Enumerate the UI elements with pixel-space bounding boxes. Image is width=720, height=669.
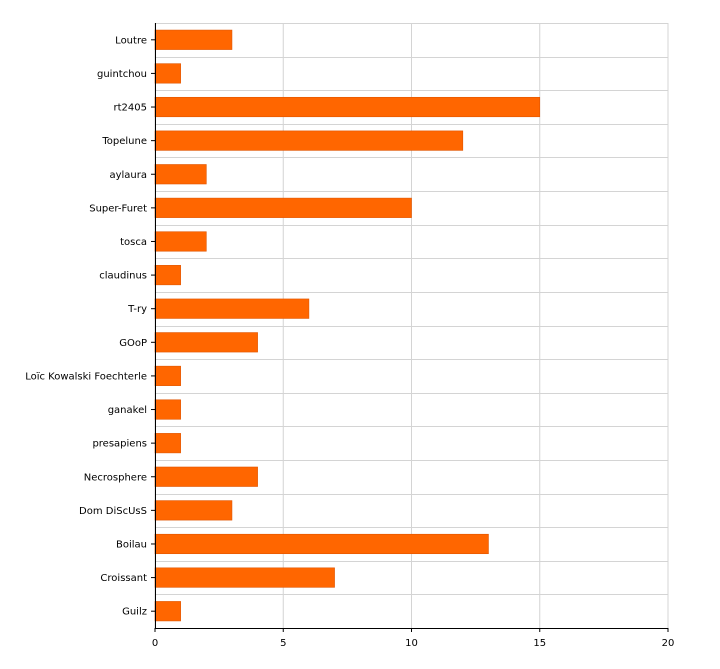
bar	[154, 298, 310, 319]
category-label: guintchou	[97, 69, 147, 80]
category-label: Guilz	[122, 607, 147, 618]
category-label: aylaura	[109, 170, 147, 181]
category-label: Loïc Kowalski Foechterle	[25, 371, 147, 382]
bar	[154, 533, 489, 555]
bar	[154, 29, 233, 50]
category-label: Necrosphere	[84, 472, 147, 483]
bar	[154, 164, 207, 185]
category-label: tosca	[120, 237, 147, 248]
bar	[154, 500, 233, 521]
bar	[154, 63, 181, 84]
bar	[154, 231, 207, 252]
bar	[154, 433, 181, 454]
bar	[154, 567, 335, 588]
gridlines	[154, 23, 669, 629]
x-tick-label: 10	[405, 638, 418, 649]
category-label: presapiens	[92, 439, 147, 450]
bar	[154, 399, 181, 420]
x-tick-label: 5	[280, 638, 286, 649]
bar	[154, 365, 181, 386]
category-label: Boilau	[116, 539, 147, 550]
bar	[154, 96, 541, 118]
category-label: GOoP	[119, 338, 147, 349]
category-label: T-ry	[127, 304, 147, 315]
category-label: Croissant	[100, 573, 147, 584]
x-tick-label: 0	[152, 638, 158, 649]
bar	[154, 265, 181, 286]
bar	[154, 332, 258, 353]
category-label: claudinus	[99, 271, 147, 282]
category-label: ganakel	[108, 405, 147, 416]
category-label: Topelune	[101, 136, 147, 147]
bar	[154, 601, 181, 622]
x-tick-label: 20	[662, 638, 675, 649]
category-label: Dom DiScUsS	[79, 506, 147, 517]
bar	[154, 466, 258, 487]
bar	[154, 197, 412, 218]
category-labels: Loutre guintchou rt2405 Topelune aylaura Supe…	[25, 35, 147, 617]
category-label: Loutre	[115, 35, 147, 46]
x-tick-labels: 0 5 10 15 20	[152, 638, 675, 649]
bar	[154, 130, 464, 151]
category-label: Super-Furet	[89, 203, 147, 214]
category-label: rt2405	[114, 103, 147, 114]
axes	[151, 23, 669, 632]
bars	[154, 29, 541, 622]
x-tick-label: 15	[533, 638, 546, 649]
